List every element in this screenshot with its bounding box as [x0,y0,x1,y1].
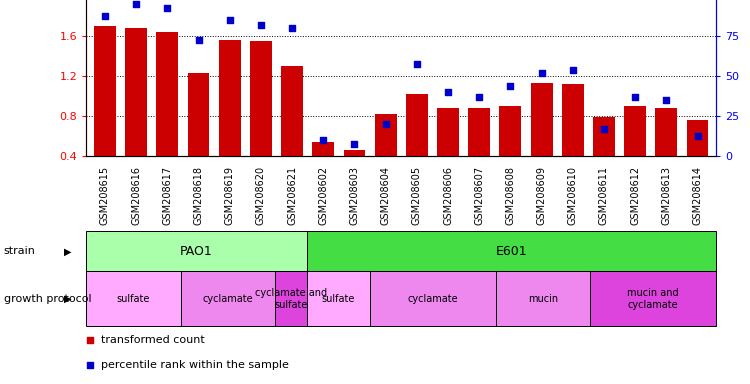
Text: transformed count: transformed count [101,335,205,345]
Text: cyclamate: cyclamate [407,294,458,304]
Point [193,36,205,43]
Text: strain: strain [4,246,36,257]
Text: sulfate: sulfate [322,294,355,304]
Point [99,12,111,18]
Bar [86,231,307,271]
Bar [593,118,615,156]
Point [598,126,610,132]
Bar [250,41,272,156]
Point [629,94,641,100]
Text: ▶: ▶ [64,294,71,304]
Bar [307,231,716,271]
Point [442,89,454,95]
Bar [531,83,553,156]
Text: E601: E601 [496,245,527,258]
Bar [562,84,584,156]
Point [304,248,316,254]
Text: cyclamate and
sulfate: cyclamate and sulfate [255,288,327,310]
Point [660,97,672,103]
Point [317,137,329,143]
Text: percentile rank within the sample: percentile rank within the sample [101,360,290,370]
Bar [686,120,709,156]
Point [161,5,173,11]
Point [692,132,703,139]
Bar [500,106,521,156]
Bar [181,271,275,326]
Bar [370,271,496,326]
Bar [624,106,646,156]
Point [411,60,423,66]
Point [286,25,298,31]
Bar [219,40,241,156]
Point [304,21,316,27]
Bar [344,150,365,156]
Point [224,17,236,23]
Bar [281,66,303,156]
Point [380,121,392,127]
Point [255,22,267,28]
Bar [468,108,490,156]
Text: mucin and
cyclamate: mucin and cyclamate [628,288,679,310]
Bar [188,73,209,156]
Bar [590,271,716,326]
Bar [275,271,307,326]
Text: PAO1: PAO1 [180,245,213,258]
Bar [157,32,178,156]
Point [349,141,361,147]
Bar [307,271,370,326]
Bar [312,142,334,156]
Point [505,83,517,89]
Text: ▶: ▶ [64,246,71,257]
Bar [94,26,116,156]
Bar [375,114,397,156]
Point [536,70,548,76]
Text: cyclamate: cyclamate [202,294,254,304]
Bar [86,271,181,326]
Text: mucin: mucin [528,294,558,304]
Bar [496,271,590,326]
Bar [406,94,427,156]
Point [130,1,142,7]
Point [567,67,579,73]
Bar [656,108,677,156]
Point [473,94,485,100]
Text: growth protocol: growth protocol [4,294,92,304]
Text: sulfate: sulfate [117,294,150,304]
Bar [437,108,459,156]
Bar [125,28,147,156]
